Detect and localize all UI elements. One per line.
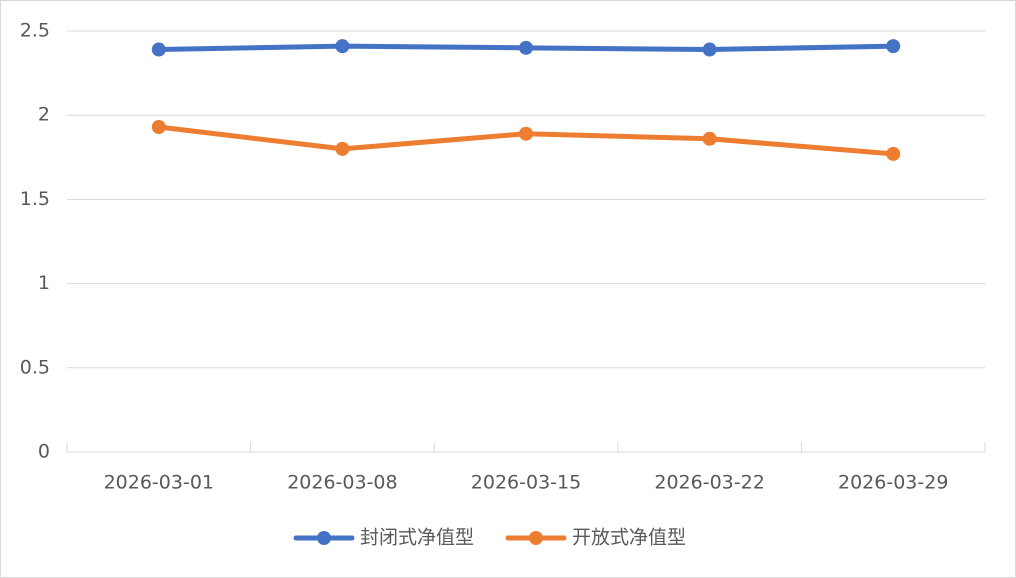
y-tick-label: 0	[38, 441, 50, 463]
data-point	[519, 126, 533, 141]
data-point	[151, 42, 166, 57]
data-point	[151, 119, 166, 134]
x-tick-label: 2026-03-15	[471, 472, 581, 494]
data-point	[335, 39, 350, 54]
data-point	[702, 131, 717, 146]
data-point	[886, 146, 901, 161]
data-point	[519, 40, 533, 55]
y-tick-label: 1.5	[20, 188, 50, 210]
x-tick-label: 2026-03-22	[654, 472, 764, 494]
data-point	[702, 42, 717, 57]
y-tick-label: 0.5	[20, 356, 50, 378]
legend-marker	[529, 531, 543, 545]
y-tick-label: 2	[38, 104, 50, 126]
data-point	[335, 141, 350, 156]
legend-label: 开放式净值型	[572, 527, 686, 549]
legend-label: 封闭式净值型	[360, 527, 474, 549]
legend-marker	[317, 531, 331, 545]
y-tick-label: 2.5	[20, 20, 50, 42]
x-tick-label: 2026-03-01	[104, 472, 214, 494]
x-tick-label: 2026-03-08	[287, 472, 397, 494]
x-tick-label: 2026-03-29	[838, 472, 948, 494]
data-point	[886, 39, 901, 54]
y-tick-label: 1	[38, 272, 50, 294]
